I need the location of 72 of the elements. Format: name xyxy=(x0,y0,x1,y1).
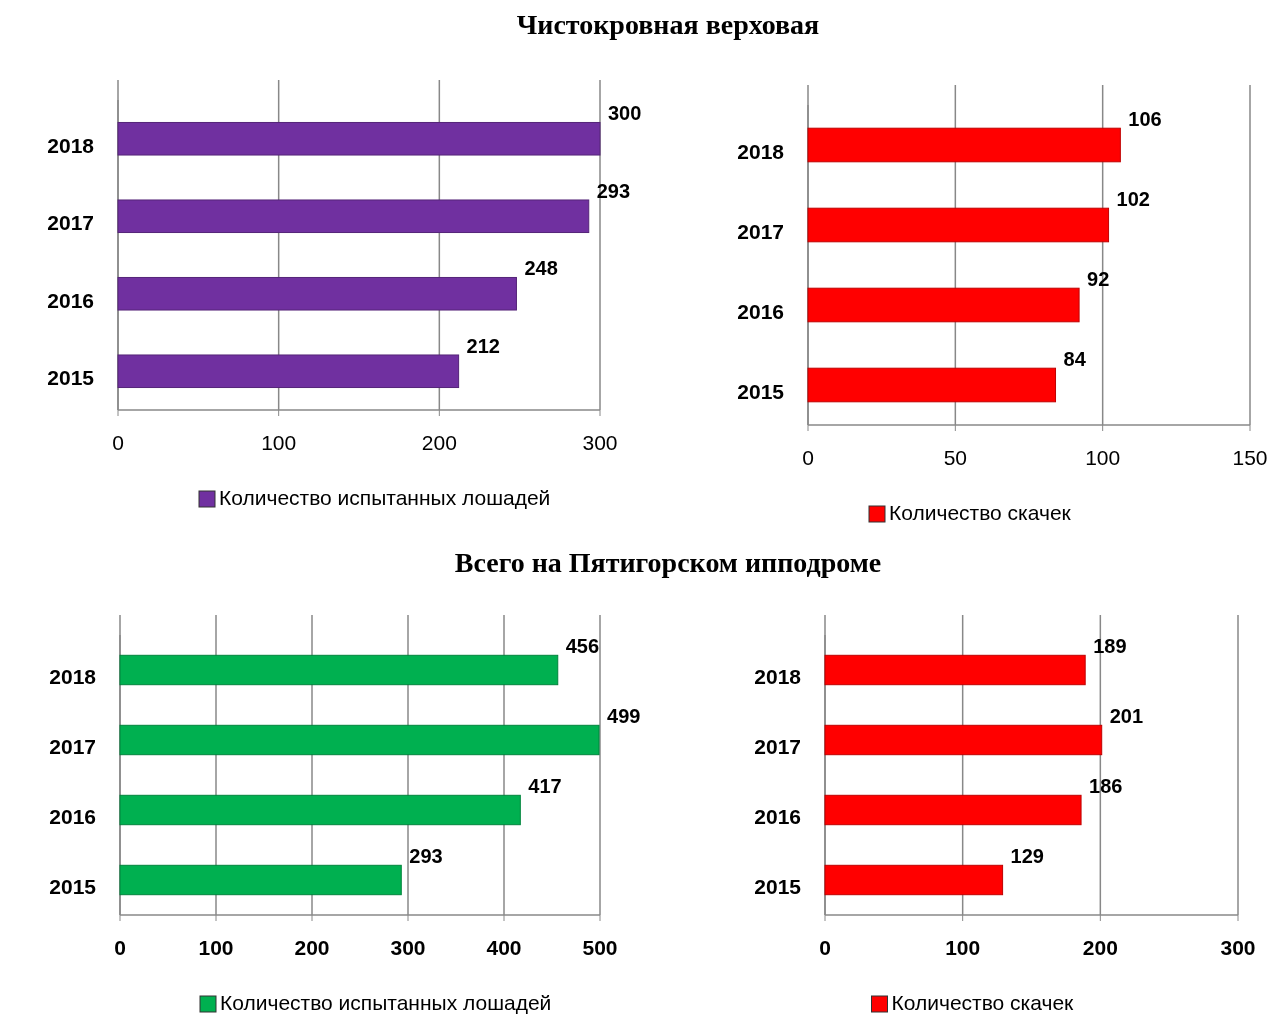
y-tick-label: 2016 xyxy=(754,805,801,828)
bar xyxy=(807,127,1121,163)
legend-label: Количество скачек xyxy=(889,501,1072,524)
bar xyxy=(117,276,517,311)
bar xyxy=(119,724,600,756)
data-label: 92 xyxy=(1087,268,1110,291)
x-tick-label: 100 xyxy=(1085,446,1121,469)
y-tick-label: 2015 xyxy=(737,380,785,403)
x-tick-label: 0 xyxy=(819,936,831,959)
legend-label: Количество испытанных лошадей xyxy=(220,991,552,1014)
data-label: 84 xyxy=(1063,348,1087,371)
y-tick-label: 2017 xyxy=(47,211,94,235)
bar xyxy=(117,121,601,156)
bar xyxy=(807,367,1057,403)
bar xyxy=(119,864,402,896)
bar xyxy=(824,654,1086,686)
y-tick-label: 2016 xyxy=(737,300,784,323)
data-label: 129 xyxy=(1010,845,1044,868)
text: Чистокровная верховая xyxy=(516,9,820,40)
x-tick-label: 300 xyxy=(390,936,426,959)
data-label: 293 xyxy=(409,845,443,868)
legend-label: Количество испытанных лошадей xyxy=(219,486,551,509)
x-tick-label: 400 xyxy=(486,936,522,959)
y-tick-label: 2017 xyxy=(49,735,96,758)
x-tick-label: 200 xyxy=(421,431,457,454)
data-label: 106 xyxy=(1128,108,1162,131)
y-tick-label: 2018 xyxy=(49,665,97,688)
bar xyxy=(824,794,1082,826)
x-tick-label: 200 xyxy=(1082,936,1118,959)
data-label: 293 xyxy=(596,179,631,202)
bar xyxy=(824,864,1004,896)
y-tick-label: 2016 xyxy=(49,805,96,828)
x-tick-label: 300 xyxy=(582,431,618,454)
data-label: 201 xyxy=(1109,705,1144,728)
data-label: 212 xyxy=(466,334,500,357)
x-tick-label: 100 xyxy=(261,431,297,454)
bar xyxy=(117,354,460,389)
x-tick-label: 50 xyxy=(943,446,968,469)
y-tick-label: 2017 xyxy=(754,735,801,758)
data-label: 189 xyxy=(1093,635,1127,658)
bar xyxy=(117,199,590,234)
bar xyxy=(119,794,521,826)
y-tick-label: 2018 xyxy=(737,140,785,163)
x-tick-label: 0 xyxy=(802,446,814,469)
x-tick-label: 100 xyxy=(945,936,981,959)
x-tick-label: 0 xyxy=(114,936,126,959)
legend-label: Количество скачек xyxy=(891,991,1075,1014)
y-tick-label: 2017 xyxy=(737,220,784,243)
data-label: 456 xyxy=(565,635,600,658)
bar xyxy=(807,287,1080,323)
y-tick-label: 2015 xyxy=(754,875,802,898)
bar xyxy=(824,724,1103,756)
x-tick-label: 150 xyxy=(1232,446,1268,469)
data-label: 248 xyxy=(524,257,558,280)
data-label: 499 xyxy=(607,705,641,728)
x-tick-label: 300 xyxy=(1220,936,1256,959)
data-label: 417 xyxy=(528,775,562,798)
y-tick-label: 2018 xyxy=(754,665,802,688)
y-tick-label: 2015 xyxy=(47,366,95,390)
data-label: 186 xyxy=(1089,775,1123,798)
data-label: 102 xyxy=(1116,188,1150,211)
x-tick-label: 100 xyxy=(198,936,234,959)
bar xyxy=(119,654,559,686)
y-tick-label: 2016 xyxy=(47,288,94,312)
bar xyxy=(807,207,1110,243)
x-tick-label: 0 xyxy=(112,431,124,454)
text: Всего на Пятигорском ипподроме xyxy=(454,547,882,578)
x-tick-label: 200 xyxy=(294,936,330,959)
y-tick-label: 2018 xyxy=(47,133,95,157)
y-tick-label: 2015 xyxy=(49,875,97,898)
x-tick-label: 500 xyxy=(582,936,618,959)
data-label: 300 xyxy=(608,102,642,125)
